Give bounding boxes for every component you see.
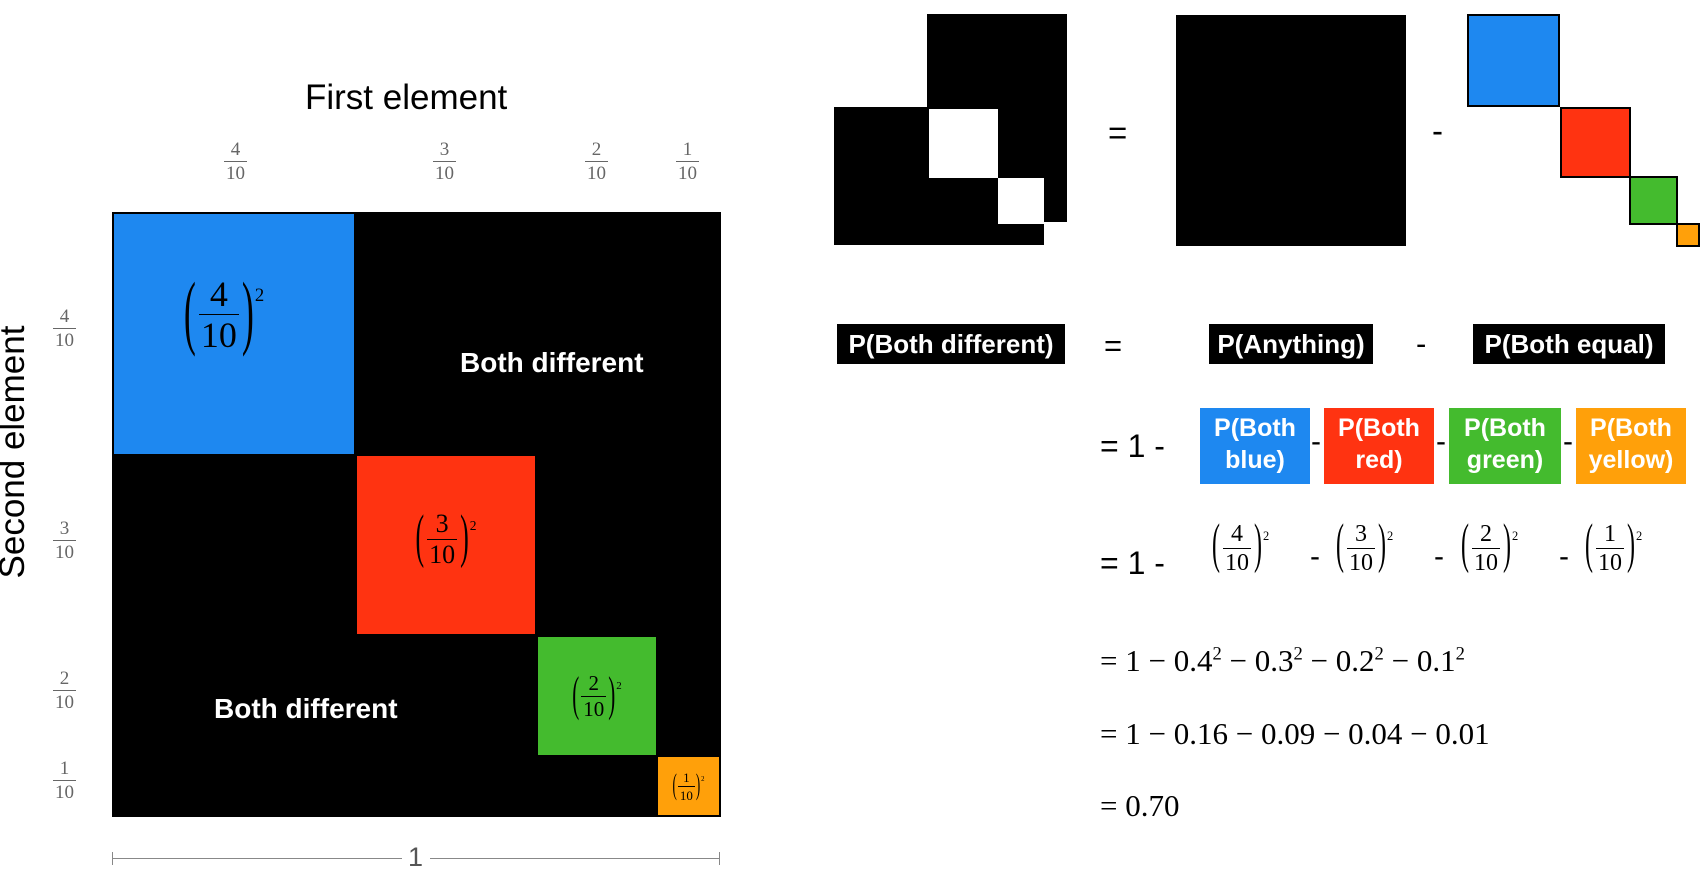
decimal-exp-2: 2 (1293, 643, 1303, 665)
pill-green-line1: P(Both (1464, 414, 1546, 442)
diag-yellow (1676, 223, 1700, 247)
fraction-term-1: (4 10) 2 (1212, 515, 1270, 576)
fractions-prefix: = 1 - (1100, 545, 1165, 581)
scale-bar-right (430, 858, 720, 859)
label-both-different-lower: Both different (214, 693, 398, 724)
pill-p-both-blue: P(Both blue) (1200, 408, 1310, 484)
decimal-squares-line: = 1 − 0.42 − 0.32 − 0.22 − 0.12 (1100, 643, 1465, 679)
axis-title-second-element: Second element (0, 325, 32, 579)
top-tick-3: 2 10 (585, 139, 608, 184)
fraction-term-4: (1 10) 2 (1585, 515, 1643, 576)
top-tick-2: 3 10 (433, 139, 456, 184)
hole-2 (998, 178, 1044, 224)
diagram-both-equal (1467, 14, 1700, 248)
decimal-exp-3: 2 (1374, 643, 1384, 665)
pill-yellow-line2: yellow) (1588, 446, 1674, 474)
decimal-exp-1: 2 (1212, 643, 1222, 665)
decimal-term-1: 0.4 (1173, 643, 1213, 678)
pill-sep-1: - (1311, 425, 1321, 458)
decimal-op-3: − (1383, 643, 1417, 678)
expansion-prefix: = 1 - (1100, 428, 1165, 464)
left-tick-3: 2 10 (53, 668, 76, 713)
pill-sep-2: - (1436, 425, 1446, 458)
decimal-values-line: = 1 − 0.16 − 0.09 − 0.04 − 0.01 (1100, 716, 1490, 751)
cell-yellow-squared: ( 1 10 ) 2 (658, 757, 719, 815)
diag-blue (1467, 14, 1560, 107)
pill-green-line2: green) (1466, 446, 1544, 474)
pill-sep-3: - (1563, 425, 1573, 458)
label-p-both-different: P(Both different) (837, 324, 1065, 364)
word-equals-sign: = (1104, 328, 1123, 363)
pill-p-both-green: P(Both green) (1449, 408, 1561, 484)
scale-bar-label: 1 (408, 842, 424, 872)
diag-green (1629, 176, 1678, 225)
diagram-both-different (834, 14, 1070, 248)
top-tick-1: 4 10 (224, 139, 247, 184)
label-p-both-equal: P(Both equal) (1473, 324, 1665, 364)
decimal-lead: = 1 − (1100, 643, 1174, 678)
scale-bar-cap-right (719, 852, 720, 865)
top-tick-4: 1 10 (676, 139, 699, 184)
fraction-sep-2: - (1434, 540, 1444, 573)
hole-1 (929, 109, 998, 178)
fraction-term-2: (3 10) 2 (1336, 515, 1394, 576)
fraction-term-3: (2 10) 2 (1461, 515, 1519, 576)
pill-red-line1: P(Both (1338, 414, 1420, 442)
diag-red (1560, 107, 1631, 178)
decimal-term-4: 0.1 (1416, 643, 1456, 678)
cell-green-squared: ( 2 10 ) 2 (538, 637, 656, 755)
cell-red-squared: ( 3 10 ) 2 (357, 456, 535, 634)
fraction-sep-3: - (1559, 540, 1569, 573)
pill-blue-line2: blue) (1225, 446, 1285, 474)
visual-equals-sign: = (1108, 114, 1128, 151)
left-tick-4: 1 10 (53, 758, 76, 803)
diagram-anything-square (1176, 15, 1406, 246)
pill-p-both-yellow: P(Both yellow) (1576, 408, 1686, 484)
decimal-term-2: 0.3 (1254, 643, 1294, 678)
scale-bar-left (112, 858, 402, 859)
fraction-sep-1: - (1310, 540, 1320, 573)
pill-yellow-line1: P(Both (1590, 414, 1672, 442)
pill-red-line2: red) (1355, 446, 1403, 474)
cell-blue-squared: ( 4 10 ) 2 (114, 214, 354, 454)
axis-title-first-element: First element (305, 78, 508, 117)
decimal-op-1: − (1221, 643, 1255, 678)
visual-minus-sign: - (1432, 112, 1443, 149)
pill-p-both-red: P(Both red) (1324, 408, 1434, 484)
scale-bar-cap-left (112, 852, 113, 865)
left-tick-1: 4 10 (53, 306, 76, 351)
word-minus-sign: - (1416, 326, 1427, 361)
decimal-op-2: − (1302, 643, 1336, 678)
decimal-term-3: 0.2 (1335, 643, 1375, 678)
label-p-anything: P(Anything) (1209, 324, 1373, 364)
decimal-exp-4: 2 (1455, 643, 1465, 665)
final-result-line: = 0.70 (1100, 788, 1180, 823)
pill-blue-line1: P(Both (1214, 414, 1296, 442)
label-both-different-upper: Both different (460, 347, 644, 378)
left-tick-2: 3 10 (53, 518, 76, 563)
